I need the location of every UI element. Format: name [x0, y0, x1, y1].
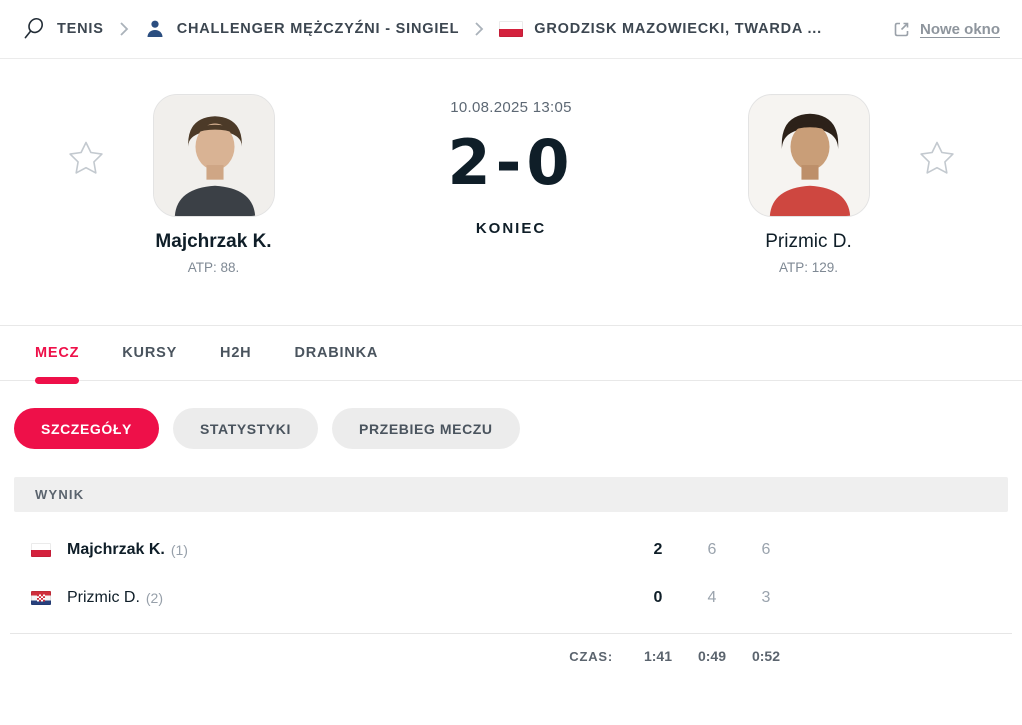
- row-player-name[interactable]: Majchrzak K.: [67, 541, 165, 558]
- score-columns: 2 6 6: [631, 541, 793, 559]
- participant-away: Prizmic D. ATP: 129.: [681, 94, 1022, 325]
- new-window-label: Nowe okno: [919, 20, 1000, 38]
- player-photo-home[interactable]: [152, 94, 275, 217]
- favorite-star-icon[interactable]: [67, 140, 105, 181]
- set2-time: 0:52: [751, 648, 781, 664]
- breadcrumb-label: CHALLENGER MĘŻCZYŹNI - SINGIEL: [176, 21, 460, 37]
- tab-mecz[interactable]: MECZ: [35, 326, 80, 384]
- tab-kursy[interactable]: KURSY: [122, 326, 177, 380]
- chevron-right-icon: [474, 22, 484, 36]
- match-time-row: CZAS: 1:41 0:49 0:52: [14, 634, 1008, 678]
- tab-label: H2H: [220, 345, 252, 361]
- match-tabs: MECZ KURSY H2H DRABINKA: [0, 325, 1022, 384]
- player-ranking-away: ATP: 129.: [778, 260, 839, 275]
- subtab-statystyki[interactable]: STATYSTYKI: [172, 408, 319, 449]
- score-columns: 0 4 3: [631, 589, 793, 607]
- poland-flag-icon: [31, 543, 51, 557]
- tab-label: MECZ: [35, 345, 80, 361]
- set1-score: 6: [707, 541, 717, 558]
- sets-won: 2: [653, 541, 663, 558]
- match-datetime: 10.08.2025 13:05: [450, 99, 572, 116]
- result-rows: Majchrzak K. (1) 2 6 6 Prizmic D. (2) 0 …: [14, 526, 1008, 622]
- row-player-seed: (2): [145, 590, 164, 606]
- breadcrumb-item-tournament-category[interactable]: CHALLENGER MĘŻCZYŹNI - SINGIEL: [144, 18, 460, 40]
- sets-won: 0: [653, 589, 663, 606]
- match-summary: 10.08.2025 13:05 2-0 KONIEC: [341, 94, 681, 325]
- set2-score: 3: [761, 589, 771, 606]
- active-tab-indicator: [35, 377, 80, 384]
- breadcrumb-item-tournament[interactable]: GRODZISK MAZOWIECKI, TWARDA ...: [499, 21, 822, 37]
- tennis-racket-icon: [22, 17, 46, 41]
- breadcrumb: TENIS CHALLENGER MĘŻCZYŹNI - SINGIEL GRO…: [0, 0, 1022, 59]
- row-player-seed: (1): [170, 542, 188, 558]
- new-window-link[interactable]: Nowe okno: [892, 20, 1000, 39]
- total-time: 1:41: [643, 648, 673, 664]
- subtab-szczegoly[interactable]: SZCZEGÓŁY: [14, 408, 159, 449]
- person-icon: [144, 18, 166, 40]
- tab-label: DRABINKA: [294, 345, 379, 361]
- tab-label: KURSY: [122, 345, 178, 361]
- breadcrumb-label: TENIS: [57, 21, 104, 37]
- set1-score: 4: [707, 589, 717, 606]
- player-ranking-home: ATP: 88.: [187, 260, 240, 275]
- breadcrumb-item-tenis[interactable]: TENIS: [22, 17, 104, 41]
- new-window-icon: [892, 20, 911, 39]
- poland-flag-icon: [499, 21, 524, 37]
- time-label: CZAS:: [569, 648, 613, 664]
- tab-drabinka[interactable]: DRABINKA: [294, 326, 378, 380]
- tab-h2h[interactable]: H2H: [220, 326, 251, 380]
- match-header: Majchrzak K. ATP: 88. 10.08.2025 13:05 2…: [0, 59, 1022, 325]
- croatia-flag-icon: [31, 591, 51, 605]
- participant-home: Majchrzak K. ATP: 88.: [0, 94, 341, 325]
- player-name-away[interactable]: Prizmic D.: [765, 231, 852, 252]
- subtab-przebieg-meczu[interactable]: PRZEBIEG MECZU: [332, 408, 520, 449]
- set2-score: 6: [761, 541, 771, 558]
- match-score: 2-0: [447, 126, 575, 199]
- row-player-name[interactable]: Prizmic D.: [67, 589, 140, 606]
- player-photo-away[interactable]: [747, 94, 870, 217]
- player-name-home[interactable]: Majchrzak K.: [155, 231, 272, 252]
- divider: [10, 633, 1012, 634]
- breadcrumb-label: GRODZISK MAZOWIECKI, TWARDA ...: [534, 21, 822, 37]
- favorite-star-icon[interactable]: [918, 140, 956, 181]
- chevron-right-icon: [119, 22, 129, 36]
- subtab-row: SZCZEGÓŁY STATYSTYKI PRZEBIEG MECZU: [14, 408, 1008, 449]
- time-columns: 1:41 0:49 0:52: [631, 648, 793, 664]
- result-section-header: WYNIK: [14, 477, 1008, 512]
- score-row-home: Majchrzak K. (1) 2 6 6: [14, 526, 1008, 574]
- score-row-away: Prizmic D. (2) 0 4 3: [14, 574, 1008, 622]
- set1-time: 0:49: [697, 648, 727, 664]
- match-status: KONIEC: [475, 220, 547, 237]
